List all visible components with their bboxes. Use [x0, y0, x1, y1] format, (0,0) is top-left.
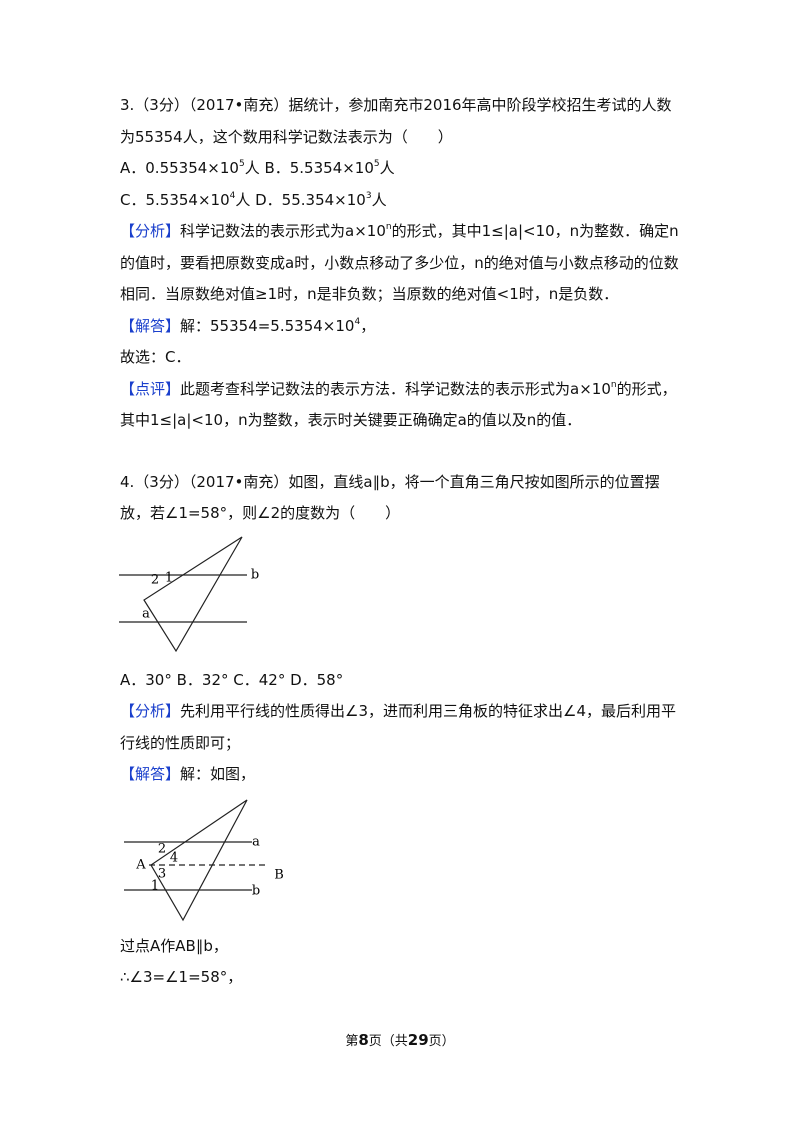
triangle — [143, 535, 243, 652]
text: 科学记数法的表示形式为a×10 — [180, 222, 386, 240]
figure-label: 4 — [170, 850, 178, 865]
figure-label: 1 — [165, 570, 173, 585]
text: 解：如图， — [180, 765, 256, 783]
problem: 4.（3分）（2017•南充）如图，直线a∥b，将一个直角三角尺按如图所示的位置… — [119, 467, 685, 994]
paragraph: 3.（3分）（2017•南充）据统计，参加南充市2016年高中阶段学校招生考试的… — [120, 90, 685, 153]
text: 3.（3分）（2017•南充）据统计，参加南充市2016年高中阶段学校招生考试的… — [120, 96, 672, 146]
paragraph: 过点A作AB∥b， — [120, 931, 685, 963]
section-tag: 【分析】 — [120, 702, 181, 720]
superscript: 5 — [238, 159, 245, 169]
figure-label: 2 — [151, 572, 159, 587]
figure-label: 2 — [158, 841, 166, 856]
paragraph: 【分析】科学记数法的表示形式为a×10n的形式，其中1≤|a|<10，n为整数．… — [120, 216, 685, 311]
paragraph: 【解答】解：如图， — [120, 759, 685, 791]
footer-text: 页（共 — [368, 1034, 408, 1049]
paragraph: 【解答】解：55354=5.5354×104， — [120, 311, 685, 343]
figure-label: b — [251, 567, 259, 582]
text: 此题考查科学记数法的表示方法．科学记数法的表示形式为a×10 — [180, 379, 611, 398]
superscript: 4 — [354, 316, 361, 327]
text: 故选：C． — [120, 348, 191, 366]
text: 人 — [371, 190, 387, 209]
figure-label: 3 — [158, 866, 166, 881]
text: C．5.5354×10 — [120, 190, 230, 209]
figure: 24 A31 a bB — [124, 799, 284, 921]
section-tag: 【解答】 — [120, 316, 181, 335]
paragraph: 【分析】先利用平行线的性质得出∠3，进而利用三角板的特征求出∠4，最后利用平行线… — [120, 696, 685, 759]
text: ， — [360, 316, 376, 335]
text: ∴∠3=∠1=58°， — [120, 968, 243, 986]
figure-label: a — [142, 606, 150, 621]
figure-label: a — [252, 834, 260, 849]
footer-text: 第 — [345, 1034, 359, 1049]
figure-label: b — [252, 883, 260, 898]
text: 先利用平行线的性质得出∠3，进而利用三角板的特征求出∠4，最后利用平行线的性质即… — [120, 702, 677, 752]
section-tag: 【点评】 — [120, 379, 181, 398]
text: 人 B．5.5354×10 — [244, 159, 374, 177]
paragraph: A．0.55354×105人 B．5.5354×105人 — [120, 153, 685, 185]
footer-text: 29 — [407, 1031, 429, 1049]
superscript: 4 — [229, 190, 236, 201]
paragraph: ∴∠3=∠1=58°， — [120, 962, 685, 994]
paragraph: A．30° B．32° C．42° D．58° — [120, 665, 685, 697]
text: 过点A作AB∥b， — [120, 936, 228, 955]
superscript: n — [385, 222, 392, 232]
figure-label: B — [274, 867, 284, 882]
paragraph: 4.（3分）（2017•南充）如图，直线a∥b，将一个直角三角尺按如图所示的位置… — [120, 467, 685, 530]
paragraph: C．5.5354×104人 D．55.354×103人 — [120, 185, 685, 217]
text: 人 — [379, 159, 395, 177]
figure: 2 1 a b — [119, 535, 259, 652]
text: A．0.55354×10 — [120, 159, 239, 177]
text: 的形式，其中1≤|a|<10，n为整数，表示时关键要正确确定a的值以及n的值． — [120, 379, 677, 430]
superscript: n — [610, 379, 617, 390]
footer-text: 页） — [428, 1034, 455, 1049]
problem: 3.（3分）（2017•南充）据统计，参加南充市2016年高中阶段学校招生考试的… — [120, 90, 685, 437]
text: A．30° B．32° C．42° D．58° — [120, 670, 344, 689]
text: 人 D．55.354×10 — [235, 190, 366, 209]
text: 4.（3分）（2017•南充）如图，直线a∥b，将一个直角三角尺按如图所示的位置… — [120, 472, 660, 523]
footer-text: 8 — [358, 1031, 369, 1049]
figure-label: A — [135, 857, 146, 872]
triangle — [150, 799, 248, 921]
page-footer: 第8页（共29页） — [0, 1030, 800, 1049]
paragraph: 【点评】此题考查科学记数法的表示方法．科学记数法的表示形式为a×10n的形式，其… — [120, 374, 685, 437]
paragraph: 故选：C． — [120, 342, 685, 374]
content: 3.（3分）（2017•南充）据统计，参加南充市2016年高中阶段学校招生考试的… — [119, 90, 685, 994]
figure-label: 1 — [151, 878, 159, 893]
superscript: 3 — [365, 190, 372, 201]
section-tag: 【解答】 — [120, 765, 181, 783]
superscript: 5 — [373, 159, 380, 169]
text: 的形式，其中1≤|a|<10，n为整数．确定n的值时，要看把原数变成a时，小数点… — [120, 222, 679, 303]
section-tag: 【分析】 — [120, 222, 181, 240]
text: 解：55354=5.5354×10 — [180, 316, 355, 335]
